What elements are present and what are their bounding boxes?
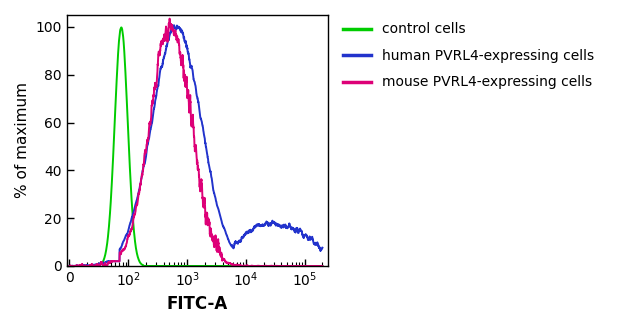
mouse PVRL4-expressing cells [265, 264, 273, 268]
human PVRL4-expressing cells [312, 243, 319, 247]
control cells [117, 26, 125, 30]
Y-axis label: % of maximum: % of maximum [15, 82, 30, 198]
human PVRL4-expressing cells [79, 263, 86, 267]
human PVRL4-expressing cells [312, 242, 319, 246]
mouse PVRL4-expressing cells [79, 262, 86, 266]
mouse PVRL4-expressing cells [189, 114, 196, 118]
human PVRL4-expressing cells [170, 23, 178, 27]
mouse PVRL4-expressing cells [166, 17, 173, 21]
control cells [312, 264, 319, 268]
Legend: control cells, human PVRL4-expressing cells, mouse PVRL4-expressing cells: control cells, human PVRL4-expressing ce… [337, 17, 600, 95]
control cells [79, 264, 86, 268]
Line: mouse PVRL4-expressing cells: mouse PVRL4-expressing cells [70, 19, 323, 266]
X-axis label: FITC-A: FITC-A [167, 295, 228, 313]
human PVRL4-expressing cells [189, 70, 196, 74]
control cells [265, 264, 273, 268]
control cells [189, 264, 196, 268]
human PVRL4-expressing cells [265, 223, 273, 227]
human PVRL4-expressing cells [319, 246, 326, 250]
Line: human PVRL4-expressing cells: human PVRL4-expressing cells [70, 25, 323, 266]
human PVRL4-expressing cells [183, 40, 190, 44]
human PVRL4-expressing cells [66, 264, 73, 268]
mouse PVRL4-expressing cells [182, 83, 189, 87]
mouse PVRL4-expressing cells [312, 264, 319, 268]
control cells [183, 264, 190, 268]
mouse PVRL4-expressing cells [319, 264, 326, 268]
control cells [319, 264, 326, 268]
control cells [67, 264, 75, 268]
human PVRL4-expressing cells [66, 264, 73, 268]
mouse PVRL4-expressing cells [66, 264, 73, 268]
mouse PVRL4-expressing cells [312, 264, 319, 268]
control cells [66, 264, 73, 268]
control cells [312, 264, 319, 268]
Line: control cells: control cells [70, 28, 323, 266]
